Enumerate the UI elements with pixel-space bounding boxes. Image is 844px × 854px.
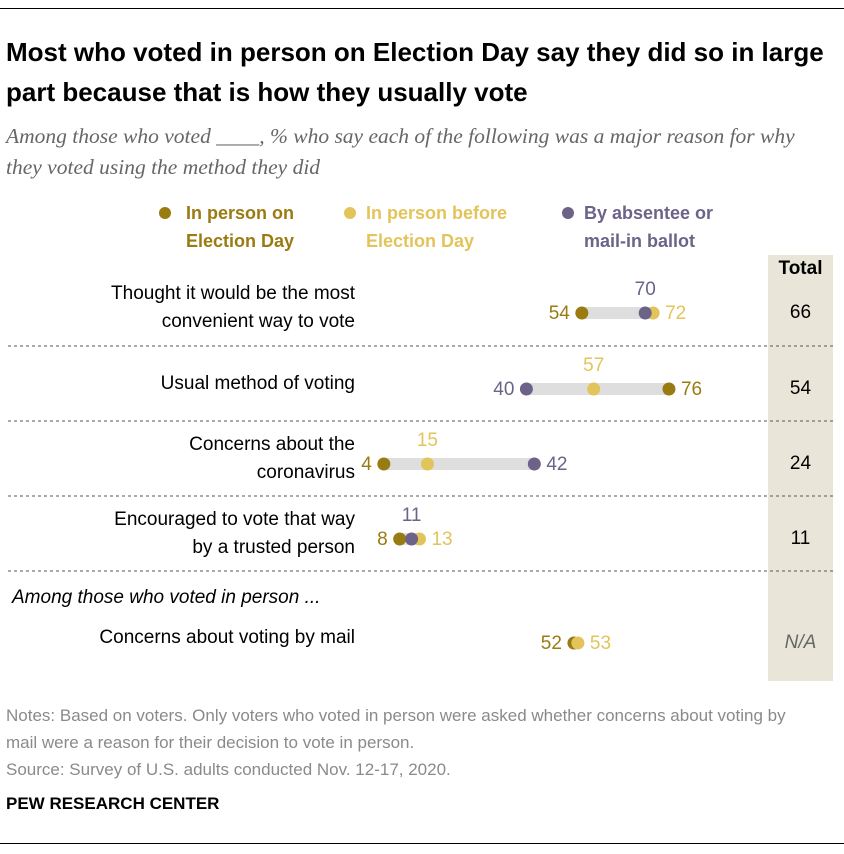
legend-label: In person on Election Day <box>186 203 295 251</box>
data-label: 4 <box>361 454 372 475</box>
data-label: 70 <box>635 279 656 300</box>
data-label: 13 <box>431 529 452 550</box>
subgroup-label: Among those who voted in person ... <box>12 587 321 608</box>
dot <box>587 382 601 396</box>
data-label: 53 <box>590 633 611 654</box>
data-label: 76 <box>681 379 702 400</box>
bottom-rule <box>0 843 844 844</box>
dot <box>377 457 391 471</box>
data-label: 11 <box>402 505 422 526</box>
dot <box>405 532 419 546</box>
category-label: Thought it would be the most convenient … <box>111 283 355 332</box>
total-value: N/A <box>784 632 817 653</box>
data-label: 54 <box>549 303 571 324</box>
category-label: Encouraged to vote that way by a trusted… <box>114 509 355 558</box>
legend-marker <box>562 207 574 219</box>
category-label: Concerns about the coronavirus <box>189 434 355 483</box>
data-label: 8 <box>377 529 388 550</box>
data-label: 52 <box>541 633 562 654</box>
title: Most who voted in person on Election Day… <box>6 37 824 107</box>
data-label: 40 <box>493 379 514 400</box>
dot <box>420 457 434 471</box>
top-rule <box>0 8 844 9</box>
dot <box>393 532 407 546</box>
legend-marker <box>159 207 171 219</box>
category-label: Usual method of voting <box>160 373 355 394</box>
dot <box>571 636 585 650</box>
total-value: 54 <box>789 378 812 399</box>
total-value: 24 <box>789 453 812 474</box>
dot <box>638 306 652 320</box>
notes: Notes: Based on voters. Only voters who … <box>6 706 786 752</box>
source: Source: Survey of U.S. adults conducted … <box>6 760 451 779</box>
data-label: 15 <box>417 430 438 451</box>
total-value: 66 <box>789 302 812 323</box>
dot <box>519 382 533 396</box>
dot <box>575 306 589 320</box>
subtitle: Among those who voted ____, % who say ea… <box>6 124 795 179</box>
total-value: 11 <box>790 528 811 549</box>
legend-marker <box>344 207 356 219</box>
data-label: 72 <box>665 303 686 324</box>
dot <box>527 457 541 471</box>
dot <box>662 382 676 396</box>
legend-label: In person before Election Day <box>366 203 508 251</box>
category-label: Concerns about voting by mail <box>99 627 355 648</box>
total-column <box>768 255 833 681</box>
footer: PEW RESEARCH CENTER <box>6 794 220 813</box>
legend-label: By absentee or mail-in ballot <box>584 203 714 251</box>
data-label: 42 <box>546 454 567 475</box>
total-header: Total <box>778 258 823 279</box>
data-label: 57 <box>583 355 604 376</box>
